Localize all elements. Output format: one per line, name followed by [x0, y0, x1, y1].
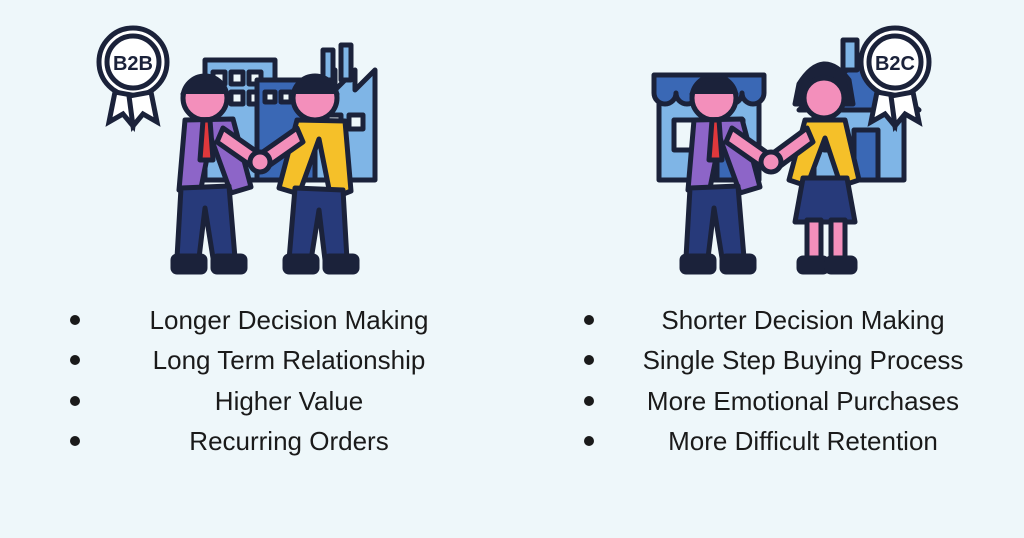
- bullet-icon: [584, 355, 594, 365]
- b2b-badge-text: B2B: [113, 53, 153, 75]
- list-item: Shorter Decision Making: [554, 300, 984, 340]
- list-item: Longer Decision Making: [40, 300, 470, 340]
- bullet-icon: [584, 396, 594, 406]
- b2c-badge-icon: [861, 28, 929, 126]
- b2c-illustration: B2C: [599, 20, 939, 280]
- b2c-badge-text: B2C: [875, 53, 915, 75]
- b2b-badge-icon: [99, 28, 167, 126]
- b2c-panel: B2C Shorter Decision Making Single Step …: [554, 20, 984, 498]
- list-item: More Difficult Retention: [554, 421, 984, 461]
- bullet-icon: [70, 436, 80, 446]
- list-item: Higher Value: [40, 381, 470, 421]
- b2b-illustration: B2B: [85, 20, 425, 280]
- woman-icon: [769, 64, 859, 272]
- bullet-icon: [70, 396, 80, 406]
- b2b-points-list: Longer Decision Making Long Term Relatio…: [40, 300, 470, 461]
- bullet-icon: [70, 355, 80, 365]
- b2b-panel: B2B Longer Decision Making Long Term Rel…: [40, 20, 470, 498]
- bullet-icon: [584, 436, 594, 446]
- bullet-icon: [584, 315, 594, 325]
- list-item: Single Step Buying Process: [554, 340, 984, 380]
- list-item: Long Term Relationship: [40, 340, 470, 380]
- list-item: More Emotional Purchases: [554, 381, 984, 421]
- bullet-icon: [70, 315, 80, 325]
- list-item: Recurring Orders: [40, 421, 470, 461]
- b2c-points-list: Shorter Decision Making Single Step Buyi…: [554, 300, 984, 461]
